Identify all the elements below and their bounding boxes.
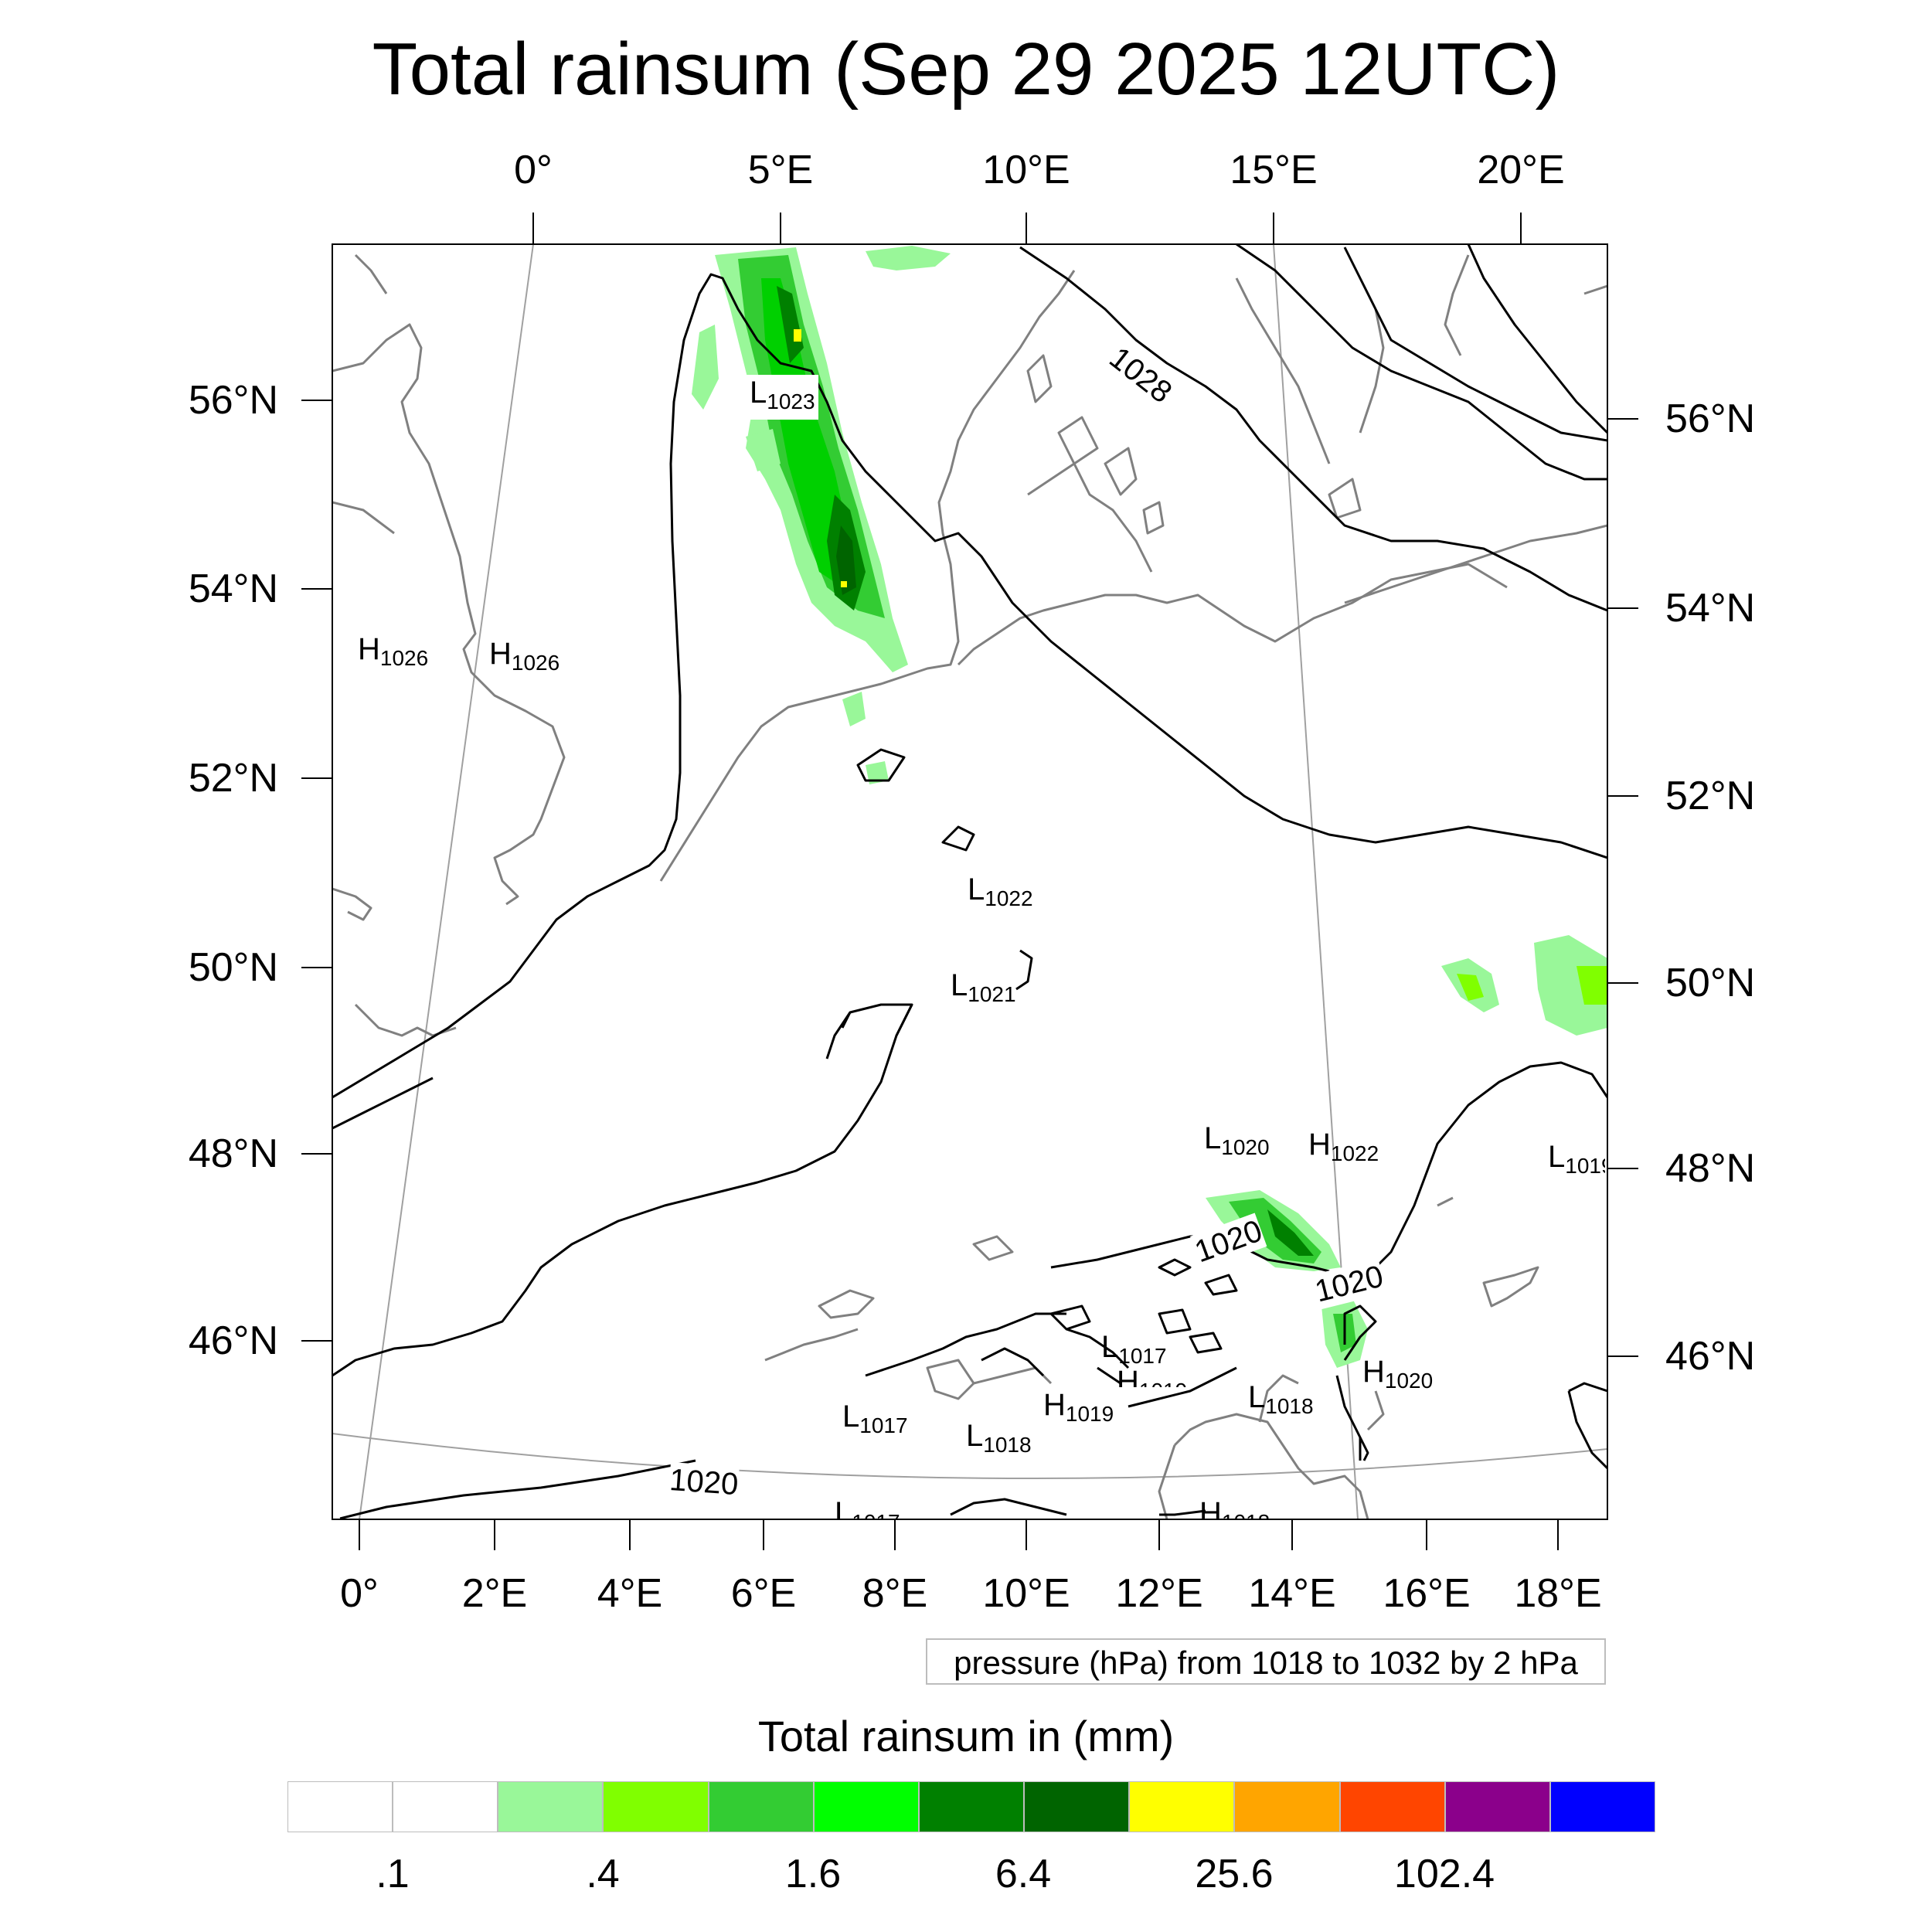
lon-label-bottom: 8°E xyxy=(862,1571,928,1616)
isobars xyxy=(332,244,1607,1519)
lat-label-right: 56°N xyxy=(1665,396,1756,441)
lon-label-bottom: 0° xyxy=(340,1571,379,1616)
pressure-center-high: H1020 xyxy=(1362,1355,1434,1393)
coastlines xyxy=(332,253,1607,1519)
lat-label-right: 50°N xyxy=(1665,961,1756,1005)
legend-label: 6.4 xyxy=(995,1852,1052,1896)
lat-label-right: 48°N xyxy=(1665,1146,1756,1191)
pressure-center-high: H1018 xyxy=(1199,1496,1270,1519)
lon-label-bottom: 12°E xyxy=(1115,1571,1203,1616)
legend-swatch xyxy=(1549,1781,1656,1832)
lon-label-bottom: 6°E xyxy=(730,1571,797,1616)
legend-label: .1 xyxy=(376,1852,410,1896)
legend-swatch xyxy=(603,1781,709,1832)
lon-label-bottom: 18°E xyxy=(1514,1571,1602,1616)
lon-label-top: 5°E xyxy=(747,148,814,192)
lat-label-right: 54°N xyxy=(1665,586,1756,631)
legend-swatch xyxy=(1444,1781,1550,1832)
pressure-center-low: L1017 xyxy=(1101,1330,1167,1368)
lat-label-right: 46°N xyxy=(1665,1334,1756,1379)
legend-swatch xyxy=(1024,1781,1130,1832)
contour-info-box: pressure (hPa) from 1018 to 1032 by 2 hP… xyxy=(926,1638,1606,1685)
lon-label-bottom: 14°E xyxy=(1248,1571,1336,1616)
legend-label: 25.6 xyxy=(1195,1852,1274,1896)
pressure-center-high: H1026 xyxy=(489,637,560,675)
map-title: Total rainsum (Sep 29 2025 12UTC) xyxy=(372,28,1560,111)
lat-label-right: 52°N xyxy=(1665,774,1756,818)
legend-label: .4 xyxy=(586,1852,620,1896)
rain-field-north-sea xyxy=(692,246,951,784)
pressure-center-high: H1026 xyxy=(358,632,429,670)
pressure-center-low: L1018 xyxy=(1248,1380,1314,1418)
pressure-center-low: L1017 xyxy=(835,1496,900,1519)
lat-label-left: 56°N xyxy=(188,378,278,423)
legend-label: 102.4 xyxy=(1393,1852,1495,1896)
pressure-center-low: L1020 xyxy=(1204,1121,1270,1159)
lon-label-top: 15°E xyxy=(1230,148,1318,192)
color-legend-bar xyxy=(287,1781,1656,1832)
pressure-center-low: L1021 xyxy=(951,968,1016,1006)
lon-label-bottom: 10°E xyxy=(982,1571,1070,1616)
pressure-center-low: L1019 xyxy=(1548,1140,1605,1178)
legend-swatch xyxy=(918,1781,1025,1832)
lon-label-top: 0° xyxy=(514,148,553,192)
lat-label-left: 48°N xyxy=(188,1131,278,1176)
legend-swatch xyxy=(1234,1781,1340,1832)
legend-swatch xyxy=(1339,1781,1445,1832)
pressure-center-high: H1019 xyxy=(1043,1388,1114,1426)
legend-title: Total rainsum in (mm) xyxy=(757,1712,1175,1760)
legend-swatch xyxy=(1129,1781,1235,1832)
axis-ticks xyxy=(301,213,1638,1550)
legend-swatch xyxy=(498,1781,604,1832)
lon-label-top: 10°E xyxy=(982,148,1070,192)
isobar-label: 1020 xyxy=(668,1462,740,1503)
pressure-center-high: H1022 xyxy=(1308,1128,1379,1165)
lon-label-bottom: 2°E xyxy=(461,1571,528,1616)
lon-label-bottom: 16°E xyxy=(1383,1571,1471,1616)
legend-label: 1.6 xyxy=(784,1852,842,1896)
rain-field-east xyxy=(1441,935,1607,1036)
pressure-center-high: H1019 xyxy=(1117,1365,1187,1387)
pressure-center-low: L1017 xyxy=(842,1400,908,1437)
lat-label-left: 52°N xyxy=(188,756,278,801)
map-frame xyxy=(332,243,1608,1520)
lon-label-bottom: 4°E xyxy=(597,1571,663,1616)
pressure-center-low: L1018 xyxy=(966,1419,1032,1457)
legend-swatch xyxy=(708,1781,814,1832)
legend-swatch xyxy=(287,1781,393,1832)
pressure-center-low: L1023 xyxy=(747,375,818,420)
lat-label-left: 46°N xyxy=(188,1318,278,1363)
legend-swatch xyxy=(393,1781,498,1832)
lat-label-left: 50°N xyxy=(188,945,278,990)
legend-swatch xyxy=(813,1781,919,1832)
lon-label-top: 20°E xyxy=(1477,148,1565,192)
lat-label-left: 54°N xyxy=(188,566,278,611)
pressure-center-low: L1022 xyxy=(968,872,1033,910)
